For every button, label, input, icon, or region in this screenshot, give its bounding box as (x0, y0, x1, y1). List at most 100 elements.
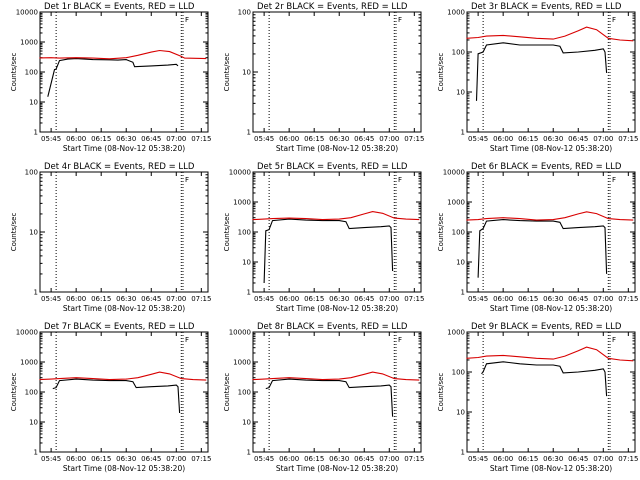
x-tick-label: 06:45 (141, 455, 161, 463)
x-tick-label: 06:00 (66, 455, 86, 463)
panel-title: Det 1r BLACK = Events, RED = LLD (44, 2, 195, 12)
x-tick-label: 07:15 (191, 295, 211, 303)
x-tick-label: 05:45 (41, 295, 61, 303)
y-tick-label: 1000 (233, 359, 251, 367)
y-tick-label: 100 (452, 49, 465, 57)
y-tick-label: 100 (452, 229, 465, 237)
x-tick-label: 07:00 (593, 455, 613, 463)
y-tick-label: 1000 (233, 199, 251, 207)
y-tick-label: 100 (238, 229, 251, 237)
x-tick-label: 07:00 (166, 295, 186, 303)
x-tick-label: 06:00 (66, 295, 86, 303)
panel-title: Det 7r BLACK = Events, RED = LLD (44, 322, 195, 332)
plot-frame (466, 11, 636, 133)
detector-panel: Det 9r BLACK = Events, RED = LLD 1 10 100 10… (437, 322, 638, 473)
y-tick-label: 1000 (447, 9, 465, 17)
events-series-line (263, 218, 394, 284)
x-axis-label: Start Time (08-Nov-12 05:38:20) (490, 144, 612, 153)
y-tick-label: 1 (247, 289, 251, 297)
x-tick-label: 06:30 (543, 455, 563, 463)
panel-title: Det 5r BLACK = Events, RED = LLD (257, 162, 408, 172)
y-tick-label: 10 (29, 419, 38, 427)
marker-label: F (612, 176, 616, 184)
detector-panel: Det 8r BLACK = Events, RED = LLD 1 10 100 10… (223, 322, 424, 473)
events-series-line (477, 219, 608, 278)
x-tick-label: 07:15 (191, 455, 211, 463)
x-tick-label: 06:15 (304, 295, 324, 303)
x-axis-label: Start Time (08-Nov-12 05:38:20) (276, 144, 398, 153)
marker-label: F (398, 176, 402, 184)
x-tick-label: 06:15 (518, 295, 538, 303)
y-tick-label: 100 (238, 9, 251, 17)
y-tick-label: 10 (242, 259, 251, 267)
x-tick-label: 07:15 (618, 295, 638, 303)
x-tick-label: 06:00 (493, 295, 513, 303)
events-series-line (475, 42, 608, 101)
lld-series-line (39, 49, 207, 60)
events-series-line (52, 378, 181, 414)
x-tick-label: 07:00 (379, 295, 399, 303)
events-series-line (481, 361, 608, 397)
y-tick-label: 1 (34, 129, 38, 137)
y-tick-label: 10 (29, 229, 38, 237)
y-axis-label: Counts/sec (10, 53, 18, 92)
y-tick-label: 10 (456, 259, 465, 267)
panel-title: Det 9r BLACK = Events, RED = LLD (471, 322, 622, 332)
x-tick-label: 06:45 (568, 455, 588, 463)
y-axis-label: Counts/sec (10, 213, 18, 252)
x-tick-label: 05:45 (468, 295, 488, 303)
lld-series-line (39, 371, 207, 381)
x-tick-label: 05:45 (41, 135, 61, 143)
y-tick-label: 1 (461, 449, 465, 457)
x-tick-label: 06:30 (116, 135, 136, 143)
x-tick-label: 06:15 (91, 455, 111, 463)
y-axis-label: Counts/sec (223, 213, 231, 252)
x-tick-label: 07:15 (618, 455, 638, 463)
x-tick-label: 06:00 (279, 295, 299, 303)
y-tick-label: 10000 (16, 9, 38, 17)
x-tick-label: 05:45 (468, 135, 488, 143)
x-tick-label: 06:45 (141, 135, 161, 143)
y-tick-label: 100 (238, 389, 251, 397)
marker-label: F (185, 176, 189, 184)
y-tick-label: 1 (247, 129, 251, 137)
x-tick-label: 06:45 (568, 295, 588, 303)
x-tick-label: 07:15 (404, 295, 424, 303)
x-tick-label: 06:15 (518, 455, 538, 463)
y-tick-label: 1000 (447, 329, 465, 337)
x-axis-label: Start Time (08-Nov-12 05:38:20) (490, 304, 612, 313)
x-tick-label: 07:15 (404, 455, 424, 463)
y-axis-label: Counts/sec (10, 373, 18, 412)
x-tick-label: 06:15 (91, 295, 111, 303)
y-tick-label: 1000 (20, 39, 38, 47)
detector-panel: Det 3r BLACK = Events, RED = LLD 1 10 100 10… (437, 2, 638, 153)
x-axis-label: Start Time (08-Nov-12 05:38:20) (276, 304, 398, 313)
y-tick-label: 1 (461, 289, 465, 297)
marker-label: F (185, 16, 189, 24)
x-axis-label: Start Time (08-Nov-12 05:38:20) (63, 464, 185, 473)
x-tick-label: 07:00 (379, 135, 399, 143)
x-tick-label: 05:45 (254, 295, 274, 303)
x-tick-label: 07:15 (618, 135, 638, 143)
y-tick-label: 10000 (16, 329, 38, 337)
x-axis-label: Start Time (08-Nov-12 05:38:20) (490, 464, 612, 473)
panel-title: Det 2r BLACK = Events, RED = LLD (257, 2, 408, 12)
y-tick-label: 10 (242, 69, 251, 77)
x-tick-label: 07:15 (404, 135, 424, 143)
x-tick-label: 06:15 (518, 135, 538, 143)
x-tick-label: 06:45 (354, 135, 374, 143)
x-tick-label: 06:45 (141, 295, 161, 303)
x-tick-label: 06:30 (543, 135, 563, 143)
marker-label: F (398, 16, 402, 24)
x-tick-label: 06:30 (329, 135, 349, 143)
panel-title: Det 3r BLACK = Events, RED = LLD (471, 2, 622, 12)
x-tick-label: 05:45 (254, 135, 274, 143)
panel-title: Det 4r BLACK = Events, RED = LLD (44, 162, 195, 172)
x-tick-label: 06:00 (279, 135, 299, 143)
y-axis-label: Counts/sec (223, 373, 231, 412)
x-tick-label: 06:45 (354, 295, 374, 303)
detector-panel: Det 2r BLACK = Events, RED = LLD 1 10 100 05… (223, 2, 424, 153)
detector-panel: Det 7r BLACK = Events, RED = LLD 1 10 100 10… (10, 322, 211, 473)
x-tick-label: 07:00 (593, 295, 613, 303)
